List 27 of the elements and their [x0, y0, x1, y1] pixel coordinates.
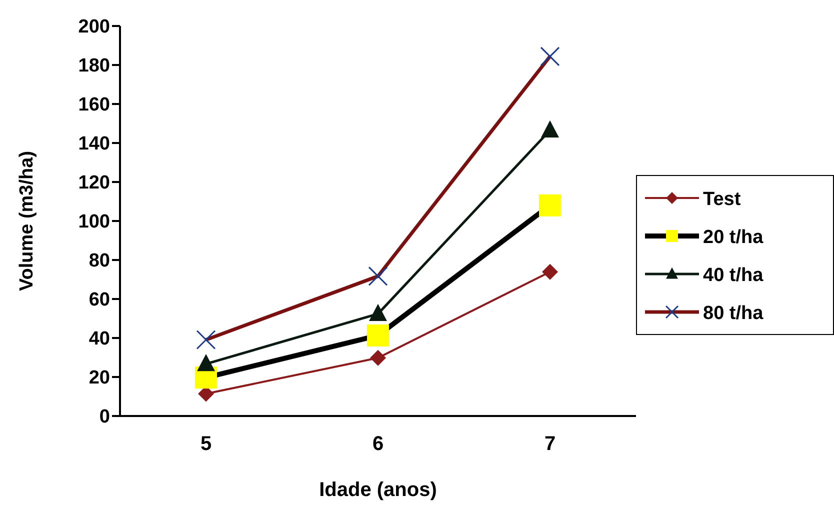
y-tick-label: 200 — [78, 16, 110, 38]
y-tick-label: 120 — [78, 172, 110, 194]
y-tick-label: 0 — [99, 406, 110, 428]
point — [369, 304, 387, 322]
point — [539, 194, 561, 216]
x-tick-label: 5 — [200, 433, 212, 456]
point — [541, 120, 559, 138]
point — [197, 354, 215, 372]
legend-label: 80 t/ha — [703, 302, 764, 324]
x-tick-label: 6 — [372, 433, 384, 456]
point — [542, 264, 558, 280]
y-tick-label: 160 — [78, 94, 110, 116]
y-tick-label: 60 — [88, 290, 110, 311]
point — [367, 324, 389, 346]
y-tick-label: 20 — [88, 368, 110, 389]
x-axis-title: Idade (anos) — [319, 479, 437, 501]
y-tick-label: 40 — [88, 328, 110, 350]
point — [370, 350, 386, 366]
y-tick-label: 80 — [88, 250, 110, 272]
y-tick-label: 180 — [78, 56, 110, 77]
y-tick-label: 140 — [78, 134, 110, 155]
x-tick-label: 7 — [544, 433, 556, 456]
y-tick-label: 100 — [78, 212, 110, 233]
y-axis-title: Volume (m3/ha) — [16, 150, 38, 292]
legend-label: Test — [703, 188, 742, 210]
legend-label: 40 t/ha — [703, 264, 764, 286]
legend-label: 20 t/ha — [703, 226, 764, 248]
